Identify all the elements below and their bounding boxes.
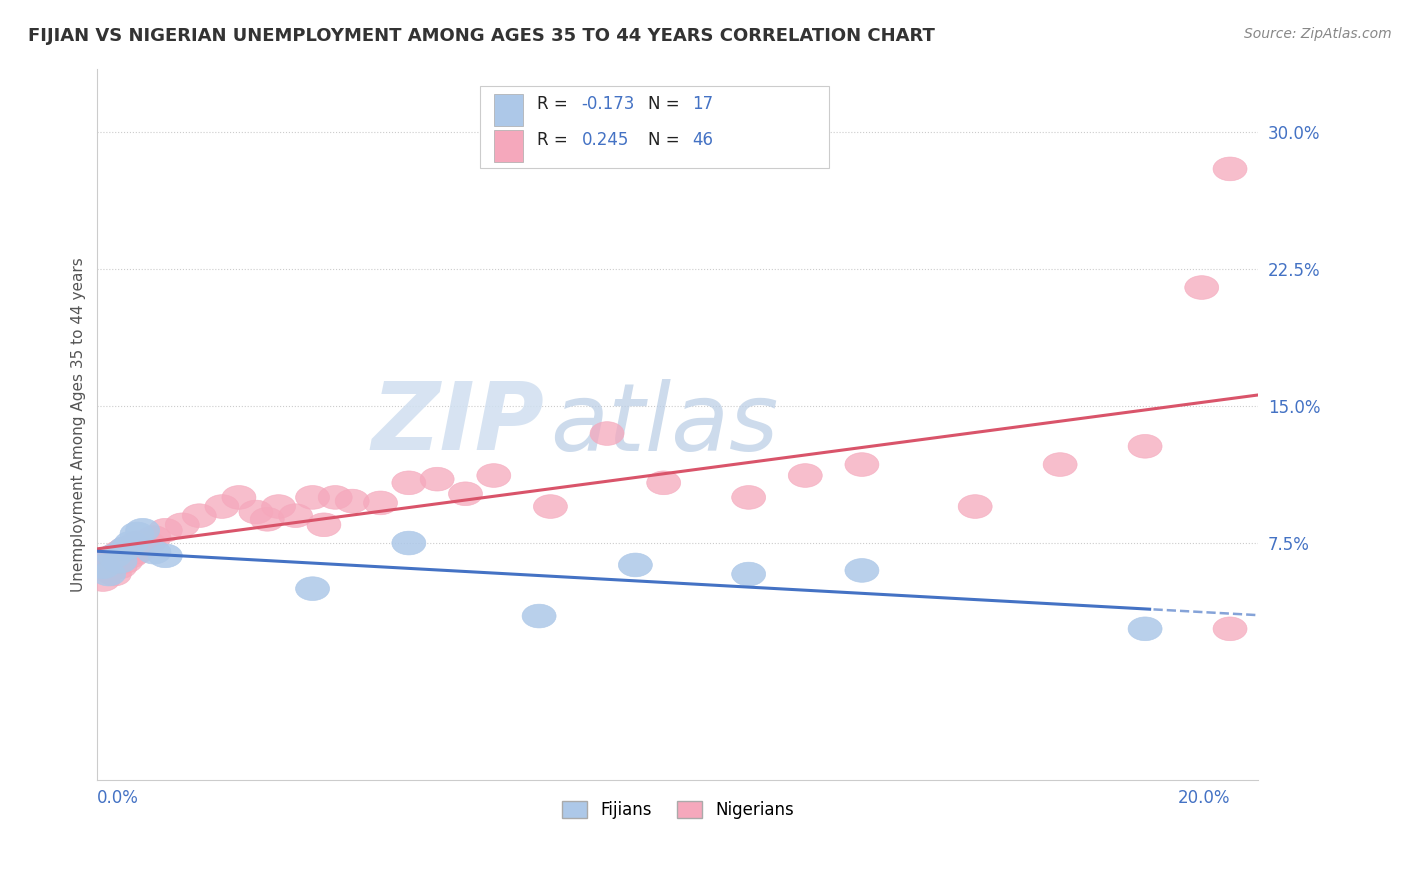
Ellipse shape [1213,617,1247,640]
Ellipse shape [449,482,482,506]
Ellipse shape [1043,453,1077,476]
Ellipse shape [120,522,155,546]
Ellipse shape [335,489,370,513]
Ellipse shape [86,555,120,579]
Ellipse shape [477,464,510,487]
Text: R =: R = [537,95,574,113]
Ellipse shape [131,531,166,555]
Ellipse shape [318,485,353,509]
Ellipse shape [307,513,340,537]
Ellipse shape [1128,617,1163,640]
Ellipse shape [166,513,200,537]
Text: Source: ZipAtlas.com: Source: ZipAtlas.com [1244,27,1392,41]
Text: -0.173: -0.173 [582,95,636,113]
Ellipse shape [731,485,766,509]
Ellipse shape [148,518,183,542]
Ellipse shape [1213,157,1247,181]
Ellipse shape [103,549,136,574]
Ellipse shape [183,504,217,527]
Ellipse shape [114,544,148,567]
Ellipse shape [86,567,120,591]
Ellipse shape [108,549,142,574]
Ellipse shape [619,553,652,577]
Ellipse shape [731,562,766,586]
Text: 17: 17 [692,95,713,113]
Y-axis label: Unemployment Among Ages 35 to 44 years: Unemployment Among Ages 35 to 44 years [72,257,86,591]
Ellipse shape [120,541,155,564]
Ellipse shape [1185,276,1219,300]
Ellipse shape [262,495,295,518]
Ellipse shape [420,467,454,491]
Ellipse shape [789,464,823,487]
Ellipse shape [108,537,142,560]
Ellipse shape [114,531,148,555]
Text: FIJIAN VS NIGERIAN UNEMPLOYMENT AMONG AGES 35 TO 44 YEARS CORRELATION CHART: FIJIAN VS NIGERIAN UNEMPLOYMENT AMONG AG… [28,27,935,45]
Ellipse shape [97,562,131,586]
Text: N =: N = [648,131,685,149]
Ellipse shape [125,537,160,560]
Ellipse shape [392,471,426,495]
Ellipse shape [278,504,312,527]
Ellipse shape [522,604,557,628]
Ellipse shape [91,549,125,574]
Ellipse shape [392,531,426,555]
Text: N =: N = [648,95,685,113]
Ellipse shape [533,495,568,518]
Ellipse shape [295,485,329,509]
FancyBboxPatch shape [495,95,523,126]
Legend: Fijians, Nigerians: Fijians, Nigerians [555,794,800,825]
Text: ZIP: ZIP [371,378,544,470]
Ellipse shape [136,541,172,564]
Ellipse shape [647,471,681,495]
FancyBboxPatch shape [495,129,523,161]
Ellipse shape [591,422,624,445]
Ellipse shape [364,491,398,515]
Ellipse shape [108,537,142,560]
Ellipse shape [959,495,993,518]
Text: atlas: atlas [550,379,779,470]
Text: 0.0%: 0.0% [97,789,139,807]
Ellipse shape [120,531,155,555]
Ellipse shape [91,558,125,582]
Ellipse shape [222,485,256,509]
Ellipse shape [103,555,136,579]
Text: 46: 46 [692,131,713,149]
Ellipse shape [103,541,136,564]
Ellipse shape [845,453,879,476]
Text: R =: R = [537,131,574,149]
Ellipse shape [91,562,125,586]
Text: 0.245: 0.245 [582,131,628,149]
Ellipse shape [239,500,273,524]
Ellipse shape [295,577,329,600]
Ellipse shape [250,508,284,531]
Ellipse shape [136,525,172,549]
Ellipse shape [205,495,239,518]
Ellipse shape [845,558,879,582]
Ellipse shape [1128,434,1163,458]
Ellipse shape [86,555,120,579]
Text: 20.0%: 20.0% [1178,789,1230,807]
Ellipse shape [148,544,183,567]
Ellipse shape [97,544,131,567]
Ellipse shape [97,544,131,567]
FancyBboxPatch shape [481,87,828,169]
Ellipse shape [125,518,160,542]
